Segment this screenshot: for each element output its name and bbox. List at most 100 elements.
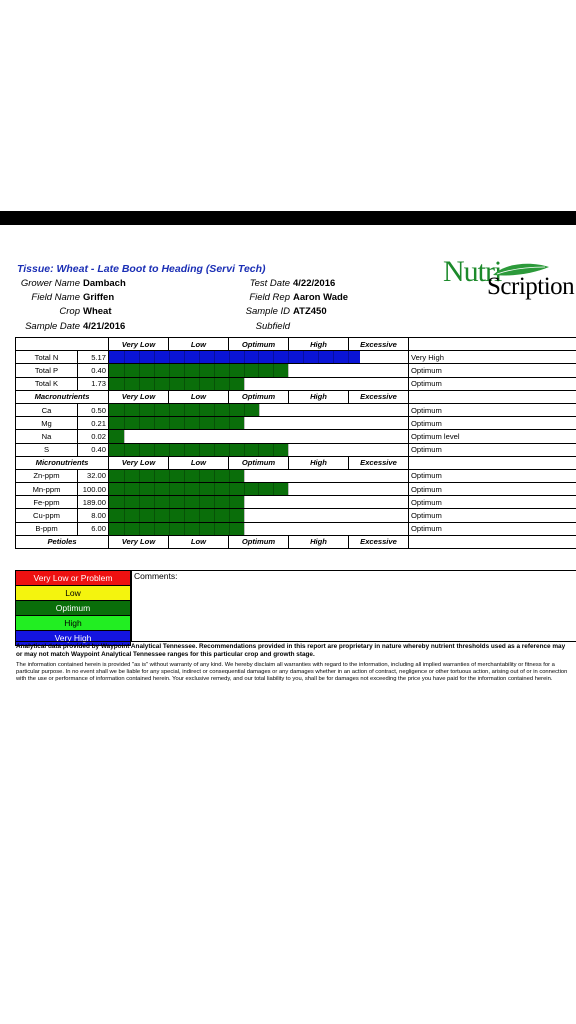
- bar-tick: [213, 404, 215, 416]
- bar-tick: [288, 351, 290, 363]
- level-header: Low: [168, 336, 229, 352]
- section-header-row: Micronutrients Very Low Low Optimum High Exce…: [15, 455, 576, 470]
- report-page: Tissue: Wheat - Late Boot to Heading (Se…: [0, 225, 576, 698]
- bar-tick: [153, 404, 155, 416]
- bar-tick: [288, 444, 290, 456]
- level-header: Very Low: [108, 534, 169, 550]
- bar-tick: [168, 417, 170, 429]
- grower-name-field: Grower Name Dambach: [20, 278, 126, 289]
- nutrient-table: Very Low Low Optimum High Excessive Total N 5.…: [15, 336, 576, 550]
- nutrient-name: Mg: [15, 416, 78, 431]
- section-name: Petioles: [15, 534, 109, 550]
- bar-tick: [183, 470, 185, 482]
- bar-tick: [153, 378, 155, 390]
- bar-tick: [198, 470, 200, 482]
- nutrient-name: S: [15, 442, 78, 457]
- level-bar-cell: [108, 468, 409, 484]
- bar-tick: [138, 351, 140, 363]
- bar-tick: [168, 378, 170, 390]
- bar-tick: [198, 417, 200, 429]
- bar-tick: [198, 364, 200, 377]
- bar-tick: [123, 430, 125, 442]
- bar-tick: [213, 378, 215, 390]
- bar-tick: [228, 378, 230, 390]
- nutrient-remark: Optimum: [408, 376, 576, 391]
- level-bar: [109, 470, 245, 482]
- bar-tick: [288, 483, 290, 495]
- level-header: Low: [168, 534, 229, 550]
- bar-tick: [228, 509, 230, 522]
- nutrient-value: 0.40: [77, 442, 109, 457]
- bar-tick: [198, 351, 200, 363]
- level-bar-cell: [108, 482, 409, 497]
- level-bar-cell: [108, 508, 409, 523]
- section-header-row: Very Low Low Optimum High Excessive: [15, 336, 576, 352]
- bar-tick: [138, 417, 140, 429]
- bar-tick: [168, 483, 170, 495]
- bar-tick: [273, 483, 275, 495]
- bar-tick: [228, 444, 230, 456]
- bar-tick: [273, 351, 275, 363]
- nutrient-value: 0.02: [77, 429, 109, 444]
- bar-tick: [348, 351, 350, 363]
- nutrient-row: Total K 1.73 Optimum: [15, 376, 576, 391]
- bar-tick: [153, 444, 155, 456]
- nutrient-remark: Optimum: [408, 442, 576, 457]
- level-header: Optimum: [228, 336, 289, 352]
- bar-tick: [153, 496, 155, 508]
- nutrient-row: B-ppm 6.00 Optimum: [15, 521, 576, 536]
- bar-tick: [138, 470, 140, 482]
- bar-tick: [228, 496, 230, 508]
- level-bar-cell: [108, 350, 409, 365]
- level-header: Excessive: [348, 455, 409, 470]
- level-bar-cell: [108, 521, 409, 536]
- level-bar: [109, 523, 245, 535]
- remark-header: [408, 455, 576, 470]
- legend-item: Very Low or Problem: [15, 570, 131, 586]
- bar-tick: [318, 351, 320, 363]
- comments-label: Comments:: [134, 571, 178, 581]
- nutrient-value: 1.73: [77, 376, 109, 391]
- nutrient-value: 0.40: [77, 363, 109, 378]
- bar-tick: [138, 404, 140, 416]
- bar-tick: [198, 496, 200, 508]
- logo-scription-text: Scription: [487, 273, 575, 300]
- bar-tick: [258, 364, 260, 377]
- leaf-icon: [493, 263, 549, 276]
- nutrient-remark: Optimum: [408, 521, 576, 536]
- bar-tick: [288, 364, 290, 377]
- sample-date-field: Sample Date 4/21/2016: [25, 321, 126, 332]
- bar-tick: [183, 496, 185, 508]
- section-name: Micronutrients: [15, 455, 109, 470]
- bar-tick: [228, 523, 230, 535]
- bar-tick: [228, 351, 230, 363]
- bar-tick: [213, 351, 215, 363]
- bar-tick: [243, 364, 245, 377]
- bar-tick: [228, 364, 230, 377]
- sample-id-field: Sample ID ATZ450: [245, 306, 327, 317]
- nutrient-remark: Optimum level: [408, 429, 576, 444]
- nutrient-name: Ca: [15, 402, 78, 418]
- nutrient-row: Na 0.02 Optimum level: [15, 429, 576, 444]
- bar-tick: [123, 444, 125, 456]
- bar-tick: [258, 483, 260, 495]
- bar-tick: [258, 444, 260, 456]
- bar-tick: [243, 378, 245, 390]
- bar-tick: [213, 523, 215, 535]
- nutrient-remark: Optimum: [408, 416, 576, 431]
- level-header: Low: [168, 455, 229, 470]
- bar-tick: [213, 444, 215, 456]
- nutrient-remark: Optimum: [408, 468, 576, 484]
- level-header: High: [288, 389, 349, 404]
- bar-tick: [228, 483, 230, 495]
- analytical-note: Analytical data provided by Waypoint Ana…: [16, 643, 566, 658]
- legend-item: Low: [15, 586, 131, 601]
- nutrient-row: Total N 5.17 Very High: [15, 350, 576, 365]
- bar-tick: [198, 444, 200, 456]
- level-header: Very Low: [108, 455, 169, 470]
- level-bar-cell: [108, 376, 409, 391]
- nutrient-name: Total P: [15, 363, 78, 378]
- level-bar: [109, 404, 260, 416]
- comments-box[interactable]: Comments:: [131, 570, 576, 641]
- bar-tick: [168, 509, 170, 522]
